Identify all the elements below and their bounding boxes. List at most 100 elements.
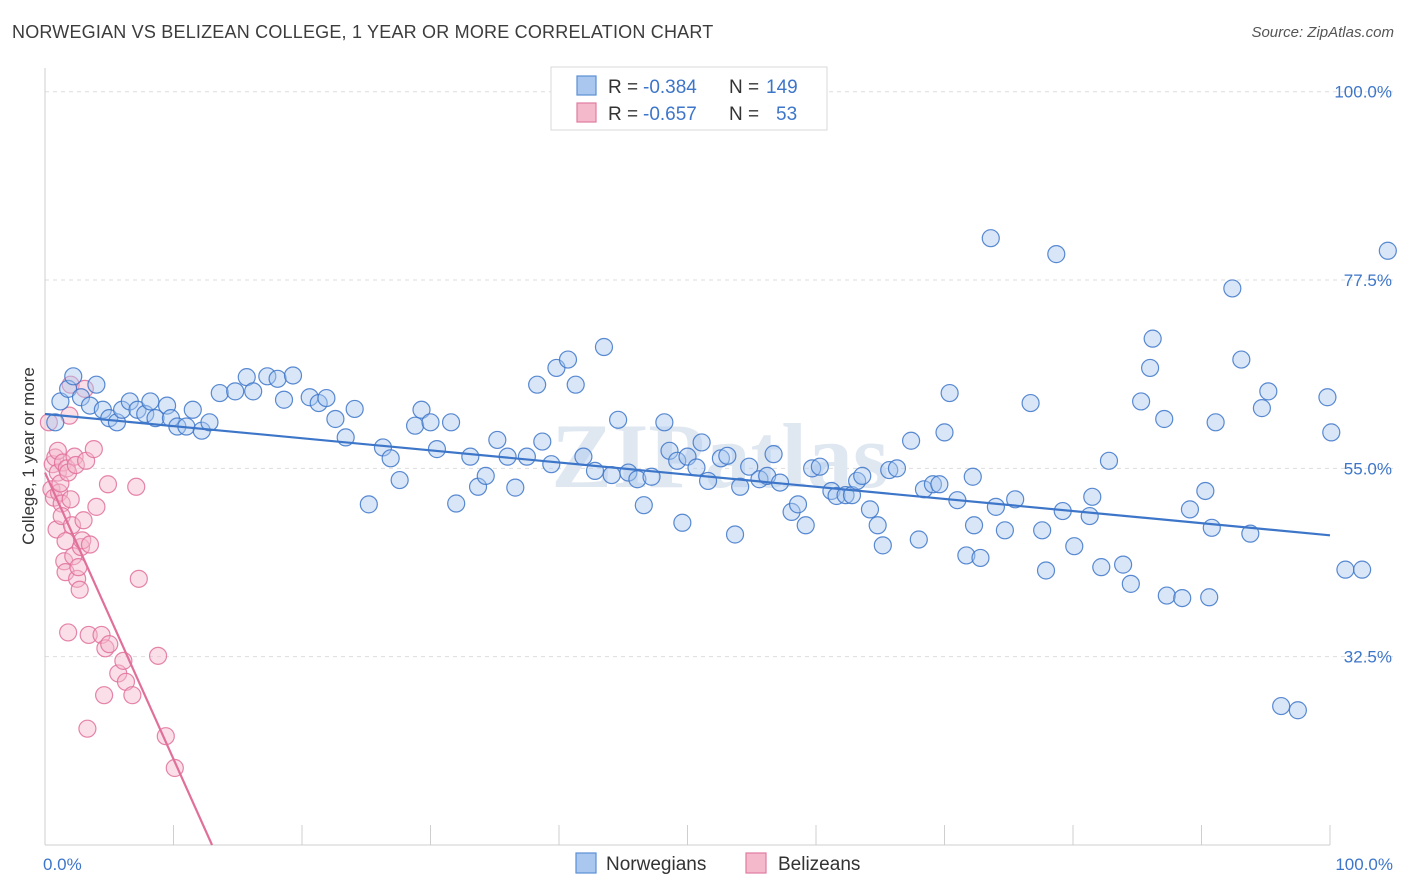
norwegian-point bbox=[1196, 481, 1215, 501]
norwegian-point bbox=[1353, 560, 1372, 579]
norwegian-point bbox=[782, 502, 801, 521]
norwegian-point bbox=[901, 431, 921, 450]
norwegian-point bbox=[488, 430, 507, 450]
norwegian-point bbox=[447, 494, 466, 513]
norwegian-point bbox=[668, 451, 687, 470]
norwegian-point bbox=[923, 475, 943, 494]
norwegian-point bbox=[940, 383, 959, 403]
norwegian-point bbox=[517, 447, 536, 466]
source-label: Source: ZipAtlas.com bbox=[1251, 24, 1394, 41]
norwegian-point bbox=[692, 433, 711, 452]
axes bbox=[44, 68, 1331, 846]
norwegian-point bbox=[957, 546, 976, 565]
y-tick-label: 100.0% bbox=[1334, 83, 1392, 102]
norwegian-point bbox=[226, 382, 245, 401]
norwegian-point bbox=[796, 516, 815, 535]
belizean-point bbox=[95, 686, 114, 705]
norwegian-point bbox=[1223, 279, 1242, 298]
norwegian-point bbox=[1080, 506, 1099, 526]
norwegian-point bbox=[1036, 561, 1056, 580]
norwegian-point bbox=[1065, 537, 1084, 556]
norwegian-point bbox=[558, 350, 578, 369]
norwegian-point bbox=[1272, 696, 1291, 716]
norwegian-point bbox=[1143, 329, 1162, 348]
norwegian-point bbox=[810, 457, 829, 476]
norwegian-point bbox=[1336, 560, 1355, 579]
norwegian-point bbox=[594, 337, 614, 357]
norwegian-point bbox=[210, 383, 229, 403]
norwegian-point bbox=[655, 413, 674, 432]
legend-r-label-2: R = bbox=[608, 104, 638, 125]
belizean-point bbox=[127, 477, 146, 496]
norwegian-point bbox=[822, 481, 841, 501]
series-legend-label-norwegians: Norwegians bbox=[606, 854, 706, 875]
belizean-point bbox=[98, 475, 118, 494]
y-axis-label: College, 1 year or more bbox=[19, 367, 38, 545]
x-tick-label: 0.0% bbox=[43, 855, 82, 874]
y-tick-label: 77.5% bbox=[1344, 271, 1392, 290]
norwegian-point bbox=[1173, 588, 1192, 608]
norwegian-point bbox=[574, 447, 593, 466]
norwegian-point bbox=[687, 458, 706, 477]
norwegian-point bbox=[1206, 413, 1225, 432]
norwegian-point bbox=[971, 548, 990, 568]
norwegian-point bbox=[461, 447, 480, 466]
x-tick-label: 100.0% bbox=[1335, 855, 1393, 874]
belizean-point bbox=[48, 441, 67, 460]
legend-n-label-1: N = bbox=[729, 77, 759, 98]
norwegian-point bbox=[788, 495, 808, 514]
series-legend: Norwegians Belizeans bbox=[575, 852, 860, 875]
norwegian-point bbox=[880, 460, 899, 480]
belizean-point bbox=[70, 580, 89, 599]
norwegian-point bbox=[1241, 524, 1260, 543]
norwegian-point bbox=[1200, 588, 1219, 607]
norwegian-point bbox=[141, 392, 160, 411]
norwegian-point bbox=[244, 382, 263, 401]
norwegian-point bbox=[268, 369, 287, 388]
norwegian-point bbox=[359, 495, 378, 514]
norwegian-point bbox=[887, 459, 907, 478]
belizean-point bbox=[100, 635, 119, 654]
belizean-point bbox=[59, 463, 78, 482]
norwegian-point bbox=[995, 521, 1014, 540]
series-legend-swatch-norwegians bbox=[575, 852, 597, 874]
norwegian-point bbox=[566, 375, 585, 394]
norwegian-point bbox=[964, 516, 984, 535]
norwegian-point bbox=[909, 530, 928, 549]
norwegian-point bbox=[873, 536, 892, 555]
norwegian-point bbox=[673, 513, 692, 532]
norwegian-point bbox=[1157, 586, 1176, 605]
norwegian-point bbox=[283, 366, 303, 385]
trend-lines bbox=[43, 412, 1331, 846]
norwegian-point bbox=[326, 409, 345, 429]
belizeans-points bbox=[39, 375, 184, 778]
norwegian-point bbox=[1259, 382, 1278, 401]
norwegian-point bbox=[660, 441, 679, 460]
norwegian-point bbox=[1083, 487, 1102, 506]
norwegian-point bbox=[1033, 521, 1052, 540]
norwegian-point bbox=[1288, 701, 1307, 720]
legend-r-value-1: -0.384 bbox=[643, 77, 697, 98]
norwegian-point bbox=[853, 466, 872, 486]
belizean-point bbox=[59, 623, 78, 642]
series-legend-swatch-belizeans bbox=[745, 852, 767, 874]
y-tick-label: 32.5% bbox=[1344, 648, 1392, 667]
norwegian-point bbox=[981, 229, 1000, 248]
y-tick-labels: 100.0% 77.5% 55.0% 32.5% bbox=[1334, 83, 1392, 667]
x-tick-labels: 0.0% 100.0% bbox=[43, 855, 1393, 874]
norwegian-point bbox=[764, 445, 783, 464]
norwegian-point bbox=[1006, 490, 1025, 509]
norwegian-point bbox=[803, 459, 822, 478]
correlation-legend: R = -0.384 N = 149 R = -0.657 N = 53 bbox=[550, 66, 828, 131]
norwegian-point bbox=[542, 455, 561, 474]
belizean-point bbox=[78, 719, 97, 738]
norwegian-point bbox=[868, 516, 887, 535]
belizean-point bbox=[123, 686, 142, 705]
norwegian-point bbox=[1021, 393, 1040, 413]
norwegian-point bbox=[1180, 500, 1200, 519]
belizean-point bbox=[84, 440, 103, 459]
legend-box bbox=[550, 66, 828, 131]
legend-r-value-2: -0.657 bbox=[643, 104, 697, 125]
norwegian-point bbox=[1132, 392, 1151, 411]
norwegian-point bbox=[183, 400, 202, 419]
